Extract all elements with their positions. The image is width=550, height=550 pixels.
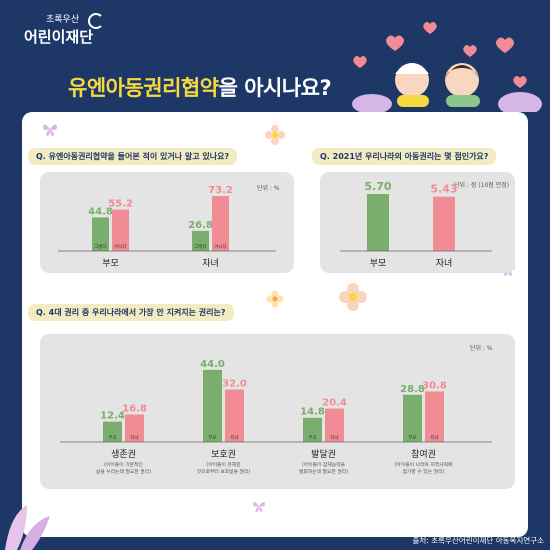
page-title-rest: 을 아시나요? xyxy=(218,76,332,100)
category-label: 자녀 xyxy=(436,258,453,269)
category-label: 생존권 xyxy=(111,448,136,460)
value-label: 44.0 xyxy=(200,359,225,370)
chart-2-unit: 단위 : 점 (10점 만점) xyxy=(454,182,510,189)
flower-icon xyxy=(339,283,367,311)
value-label: 5.43 xyxy=(430,183,457,196)
flower-icon xyxy=(266,290,284,308)
category-description: 발휘하는데 필요한 권리) xyxy=(299,468,348,475)
source-note: 출처: 초록우산어린이재단 아동복지연구소 xyxy=(412,536,545,545)
bar-1-1 xyxy=(225,389,244,442)
umbrella-icon xyxy=(88,13,104,29)
bar-label: 부모 xyxy=(108,435,116,441)
bar-label: 자녀 xyxy=(430,434,438,441)
category-label: 참여권 xyxy=(411,448,436,460)
bar-0-0 xyxy=(103,421,122,442)
bar-1-1 xyxy=(212,196,229,251)
bar-2-1 xyxy=(325,408,344,442)
category-description: (아이들이 유해한 xyxy=(206,461,241,468)
category-label: 부모 xyxy=(370,258,387,269)
question-2: Q. 2021년 우리나라의 아동권리는 몇 점인가요? xyxy=(312,148,497,165)
page-title-highlight: 유엔아동권리협약 xyxy=(68,76,219,100)
category-label: 부모 xyxy=(102,258,119,269)
chart-1-box xyxy=(40,172,294,273)
bar-0-1 xyxy=(112,209,129,251)
chart-2: 5.70 부모 5.43 자녀 xyxy=(340,180,492,269)
bar-1-0 xyxy=(203,369,222,442)
question-3: Q. 4대 권리 중 우리나라에서 가장 안 지켜지는 권리는? xyxy=(28,304,234,321)
bar-label: 자녀 xyxy=(130,434,138,441)
category-description: (아이들이 나라와 지역사회에 xyxy=(395,461,453,468)
page-title: 유엔아동권리협약을 아시나요? xyxy=(68,72,332,102)
value-label: 20.4 xyxy=(322,398,347,409)
bar-0-0 xyxy=(92,217,109,251)
bar-3-0 xyxy=(403,394,422,442)
flower-bush-decoration xyxy=(5,505,50,550)
bar-3-1 xyxy=(425,391,444,442)
bar-label: 그렇다 xyxy=(94,243,107,250)
butterfly-icon xyxy=(43,124,57,136)
category-description: 참가할 수 있는 권리) xyxy=(403,468,445,475)
decoration-top xyxy=(352,22,542,112)
value-label: 32.0 xyxy=(222,379,247,390)
bar-1-0 xyxy=(192,230,209,251)
value-label: 26.8 xyxy=(188,220,213,231)
category-description: 것으로부터 보호받을 권리) xyxy=(197,468,251,475)
logo-main: 어린이재단 xyxy=(24,28,94,46)
value-label: 5.70 xyxy=(364,180,391,193)
heart-icon xyxy=(353,22,527,88)
flower-icon xyxy=(265,125,285,145)
bar-label: 그렇다 xyxy=(194,243,207,250)
bar-2-0 xyxy=(303,417,322,442)
bar-label: 아니다 xyxy=(214,243,227,250)
butterfly-icon xyxy=(253,501,265,512)
bar-label: 부모 xyxy=(308,435,316,441)
category-label: 자녀 xyxy=(202,258,219,269)
category-description: (아이들이 기본적인 xyxy=(104,461,143,468)
bar-label: 자녀 xyxy=(330,434,338,441)
question-1: Q. 유엔아동권리협약을 들어본 적이 있거나 알고 있나요? xyxy=(28,148,238,165)
value-label: 12.4 xyxy=(100,411,125,422)
value-label: 73.2 xyxy=(208,185,233,196)
bar-label: 아니다 xyxy=(114,243,127,250)
category-description: (아이들이 잠재능력을 xyxy=(302,461,346,468)
bar-label: 자녀 xyxy=(230,434,238,441)
bar-0-1 xyxy=(125,414,144,442)
chart-3-unit: 단위 : % xyxy=(470,345,493,352)
value-label: 28.8 xyxy=(400,384,425,395)
value-label: 16.8 xyxy=(122,403,147,414)
value-label: 14.8 xyxy=(300,407,325,418)
bar-label: 부모 xyxy=(208,435,216,441)
value-label: 44.8 xyxy=(88,206,113,217)
bar-label: 부모 xyxy=(408,435,416,441)
children-illustration xyxy=(352,63,542,112)
category-label: 보호권 xyxy=(211,448,236,460)
category-description: 삶을 누리는데 필요한 권리) xyxy=(96,468,151,475)
logo-sub: 초록우산 xyxy=(46,15,80,25)
category-label: 발달권 xyxy=(311,448,336,460)
bar-0 xyxy=(367,194,389,251)
value-label: 55.2 xyxy=(108,199,133,210)
chart-1-unit: 단위 : % xyxy=(257,185,280,192)
value-label: 30.8 xyxy=(422,380,447,391)
chart-2-box xyxy=(320,172,515,273)
bar-1 xyxy=(433,196,455,251)
